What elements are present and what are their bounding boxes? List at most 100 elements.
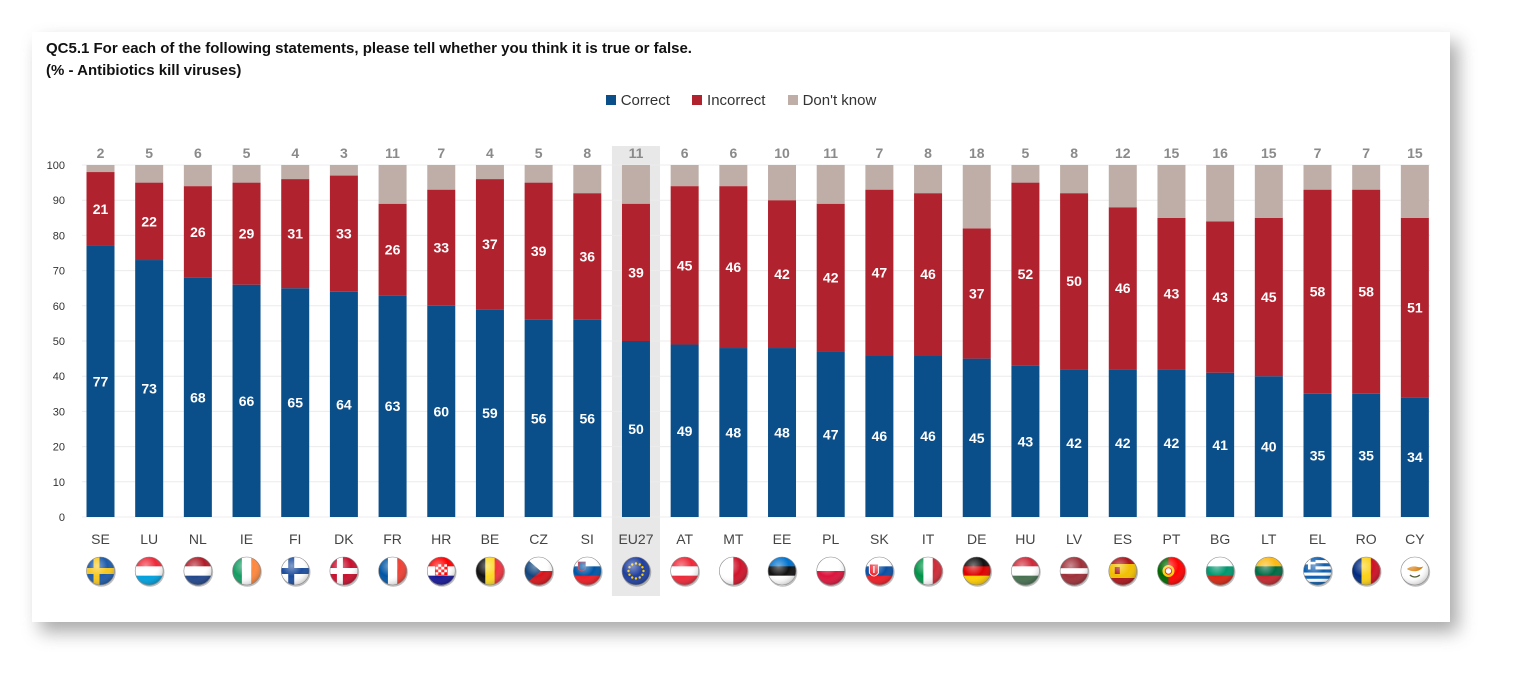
flag-eu-gloss [621, 557, 650, 585]
bar-dont-know-es [1108, 165, 1137, 208]
bar-dont-know-ie [232, 165, 261, 183]
data-label-dont-know-be: 4 [486, 145, 494, 161]
flag-slovenia-rim [572, 556, 602, 586]
bar-correct-ee [768, 348, 797, 517]
data-label-correct-dk: 64 [336, 396, 352, 412]
bar-correct-sk [865, 355, 894, 517]
flag-austria-gloss [670, 557, 699, 585]
data-label-correct-se: 77 [93, 373, 109, 389]
bar-dont-know-de [962, 165, 991, 229]
x-category-label-el: EL [1309, 531, 1326, 547]
data-label-incorrect-be: 37 [482, 236, 498, 252]
data-label-dont-know-sk: 7 [875, 145, 883, 161]
bar-dont-know-lu [135, 165, 164, 183]
flag-denmark-gloss [329, 557, 358, 585]
bar-dont-know-pt [1157, 165, 1186, 218]
flag-estonia-gloss [768, 557, 797, 585]
x-category-label-it: IT [922, 531, 935, 547]
bar-dont-know-ro [1352, 165, 1381, 190]
data-label-incorrect-pl: 42 [823, 270, 839, 286]
flag-italy-gloss [914, 557, 943, 585]
bar-dont-know-mt [719, 165, 748, 187]
flag-latvia-rim [1059, 556, 1089, 586]
flag-bulgaria-gloss [1206, 557, 1235, 585]
data-label-correct-cz: 56 [531, 410, 547, 426]
bar-incorrect-hr [427, 189, 456, 306]
flag-romania-rim [1351, 556, 1381, 586]
x-category-label-pl: PL [822, 531, 839, 547]
flag-luxembourg-gloss [135, 557, 164, 585]
stacked-bar-chart: 010203040506070809010077212SE73225LU6826… [47, 145, 1431, 596]
flag-hungary-gloss [1011, 557, 1040, 585]
flag-portugal-icon [1157, 556, 1186, 586]
data-label-incorrect-ee: 42 [774, 266, 790, 282]
data-label-correct-ee: 48 [774, 425, 790, 441]
data-label-correct-si: 56 [580, 410, 596, 426]
flag-austria-icon [670, 556, 699, 586]
x-category-label-ie: IE [240, 531, 253, 547]
x-category-label-mt: MT [723, 531, 744, 547]
x-category-label-ro: RO [1356, 531, 1377, 547]
bar-dont-know-cz [524, 165, 553, 183]
data-label-incorrect-hr: 33 [433, 240, 449, 256]
x-category-label-pt: PT [1163, 531, 1181, 547]
bar-dont-know-lt [1254, 165, 1283, 218]
y-tick-label-10: 10 [53, 477, 65, 489]
x-category-label-bg: BG [1210, 531, 1230, 547]
flag-latvia-icon [1059, 556, 1089, 586]
flag-ireland-icon [232, 556, 262, 586]
data-label-incorrect-bg: 43 [1212, 289, 1228, 305]
bar-correct-si [573, 319, 602, 517]
bar-correct-pt [1157, 369, 1186, 517]
bar-correct-de [962, 358, 991, 517]
flag-lithuania-gloss [1254, 557, 1283, 585]
flag-belgium-gloss [475, 557, 504, 585]
data-label-incorrect-it: 46 [920, 266, 936, 282]
bar-dont-know-el [1303, 165, 1332, 190]
flag-germany-rim [962, 556, 992, 586]
x-category-label-hr: HR [431, 531, 451, 547]
bar-correct-dk [329, 291, 358, 517]
x-category-label-dk: DK [334, 531, 354, 547]
x-category-label-fr: FR [383, 531, 402, 547]
data-label-incorrect-lt: 45 [1261, 289, 1277, 305]
data-label-correct-fr: 63 [385, 398, 401, 414]
y-tick-label-70: 70 [53, 266, 65, 278]
flag-denmark-rim [329, 556, 359, 586]
bar-dont-know-si [573, 165, 602, 194]
flag-malta-icon [719, 556, 748, 586]
title-line-2: (% - Antibiotics kill viruses) [46, 62, 242, 79]
data-label-dont-know-lt: 15 [1261, 145, 1277, 161]
flag-lithuania-rim [1254, 556, 1284, 586]
flag-france-rim [378, 556, 407, 586]
legend: Correct Incorrect Don't know [32, 92, 1450, 109]
bar-incorrect-de [962, 228, 991, 359]
bar-correct-ro [1352, 393, 1381, 517]
legend-item-incorrect: Incorrect [692, 92, 765, 109]
flag-spain-icon [1108, 556, 1138, 586]
data-label-incorrect-sk: 47 [872, 264, 888, 280]
flag-netherlands-icon [183, 556, 213, 586]
bar-correct-lv [1060, 369, 1089, 517]
bar-dont-know-cy [1400, 165, 1429, 218]
x-category-label-es: ES [1113, 531, 1132, 547]
flag-netherlands-rim [183, 556, 213, 586]
flag-latvia-gloss [1060, 557, 1089, 585]
bar-incorrect-mt [719, 186, 748, 349]
bar-correct-fi [281, 288, 310, 517]
data-label-correct-cy: 34 [1407, 449, 1423, 465]
data-label-dont-know-bg: 16 [1212, 145, 1228, 161]
y-tick-label-40: 40 [53, 371, 65, 383]
bar-dont-know-be [475, 165, 504, 180]
bar-dont-know-dk [329, 165, 358, 176]
flag-finland-icon [280, 556, 310, 586]
bar-incorrect-cy [1400, 217, 1429, 398]
flag-slovakia-gloss [865, 557, 894, 585]
data-label-correct-sk: 46 [872, 428, 888, 444]
data-label-incorrect-pt: 43 [1164, 285, 1180, 301]
flag-portugal-rim [1157, 556, 1186, 586]
flag-italy-icon [913, 556, 943, 586]
data-label-dont-know-es: 12 [1115, 145, 1131, 161]
bar-dont-know-at [670, 165, 699, 187]
bar-dont-know-eu27 [621, 165, 650, 204]
